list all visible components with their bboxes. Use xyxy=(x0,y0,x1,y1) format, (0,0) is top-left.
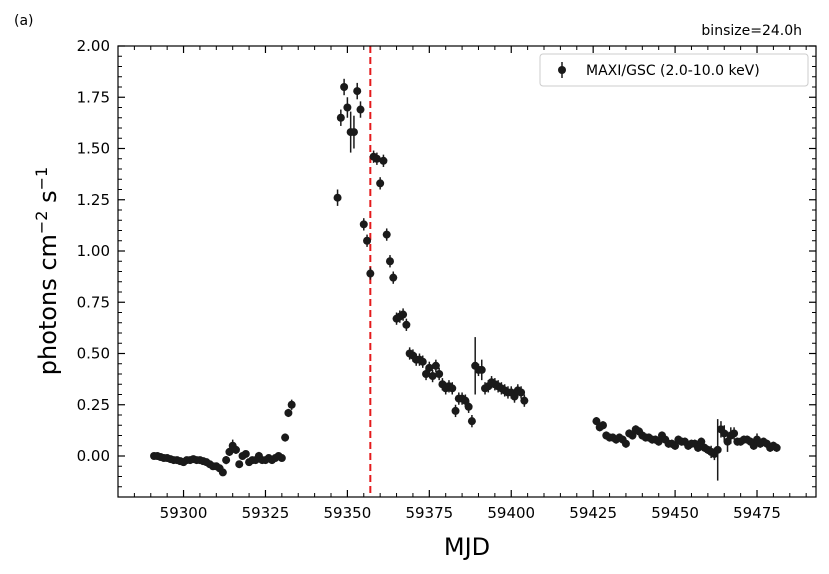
data-point xyxy=(425,363,434,372)
data-point xyxy=(363,236,372,245)
y-axis-label-main: photons cm xyxy=(34,234,62,375)
data-point xyxy=(730,429,739,438)
data-point xyxy=(353,87,362,96)
data-point xyxy=(385,257,394,266)
data-point xyxy=(431,361,440,370)
y-tick-label: 2.00 xyxy=(77,37,110,55)
data-point xyxy=(772,443,781,452)
data-point xyxy=(349,128,358,137)
data-point xyxy=(225,447,234,456)
data-point xyxy=(694,443,703,452)
data-point xyxy=(510,392,519,401)
data-point xyxy=(422,370,431,378)
data-point xyxy=(389,273,398,282)
data-point xyxy=(461,396,470,405)
data-point xyxy=(628,431,637,440)
y-tick-label: 1.50 xyxy=(77,140,110,158)
data-point xyxy=(372,154,381,163)
data-point xyxy=(284,408,293,417)
data-point xyxy=(749,441,758,450)
y-axis-label: photons cm−2 s−1 xyxy=(32,167,62,375)
data-point xyxy=(592,417,601,426)
data-point xyxy=(218,468,227,477)
data-point xyxy=(654,437,663,446)
data-point xyxy=(277,454,286,463)
x-tick-label: 59350 xyxy=(324,504,372,522)
y-tick-label: 0.25 xyxy=(77,396,110,414)
legend: MAXI/GSC (2.0-10.0 keV) xyxy=(539,53,809,87)
plot-frame xyxy=(117,45,817,498)
data-point xyxy=(231,445,240,454)
data-point xyxy=(464,402,473,411)
data-point xyxy=(697,437,706,446)
data-point xyxy=(376,179,385,188)
data-point xyxy=(382,230,391,239)
x-tick-label: 59325 xyxy=(242,504,290,522)
x-tick-label: 59475 xyxy=(733,504,781,522)
data-points xyxy=(150,78,781,481)
data-point xyxy=(723,437,732,446)
y-tick-label: 1.75 xyxy=(77,88,110,106)
y-axis-label-exp1: −2 xyxy=(32,211,51,235)
data-point xyxy=(356,105,365,114)
x-tick-label: 59300 xyxy=(160,504,208,522)
data-point xyxy=(399,310,408,319)
data-point xyxy=(520,396,529,405)
data-point xyxy=(428,372,437,381)
data-point xyxy=(336,113,345,122)
y-tick-label: 0.75 xyxy=(77,293,110,311)
y-axis-label-exp2: −1 xyxy=(32,167,51,191)
legend-box xyxy=(539,53,809,87)
data-point xyxy=(241,449,250,458)
data-point xyxy=(418,357,427,366)
data-point xyxy=(621,439,630,448)
data-point xyxy=(281,433,290,442)
axis-ticks: 59300 59325 59350 59375 59400 59425 59450 59475… xyxy=(77,37,816,522)
binsize-annotation: binsize=24.0h xyxy=(701,23,802,39)
data-point xyxy=(467,417,476,426)
panel-label: (a) xyxy=(14,13,34,29)
data-point xyxy=(451,406,460,415)
data-point xyxy=(671,441,680,450)
x-tick-label: 59375 xyxy=(405,504,453,522)
y-tick-label: 1.25 xyxy=(77,191,110,209)
y-tick-label: 0.50 xyxy=(77,345,110,363)
data-point xyxy=(448,384,457,393)
data-point xyxy=(477,365,486,374)
data-point xyxy=(598,421,607,430)
y-axis-label-mid: s xyxy=(34,190,62,210)
data-point xyxy=(222,456,231,465)
data-point xyxy=(435,370,444,378)
data-point xyxy=(287,400,296,409)
y-tick-label: 1.00 xyxy=(77,242,110,260)
x-tick-label: 59400 xyxy=(487,504,535,522)
data-point xyxy=(720,429,729,438)
data-point xyxy=(343,103,352,112)
data-point xyxy=(340,83,349,91)
x-tick-label: 59450 xyxy=(651,504,699,522)
data-point xyxy=(235,460,244,469)
data-point xyxy=(379,156,388,165)
data-point xyxy=(366,269,375,278)
y-tick-label: 0.00 xyxy=(77,447,110,465)
data-point xyxy=(402,320,411,329)
x-axis-label: MJD xyxy=(444,533,490,561)
legend-label: MAXI/GSC (2.0-10.0 keV) xyxy=(586,63,760,79)
legend-marker xyxy=(558,66,566,74)
data-point xyxy=(359,220,368,229)
data-point xyxy=(517,388,526,397)
data-point xyxy=(333,193,342,202)
x-tick-label: 59425 xyxy=(569,504,617,522)
data-point xyxy=(713,445,722,454)
